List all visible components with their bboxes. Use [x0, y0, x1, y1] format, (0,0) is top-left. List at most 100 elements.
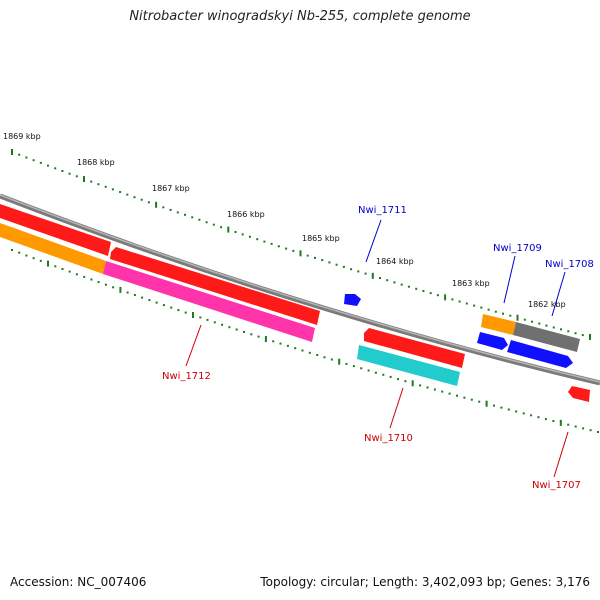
gene-nwi-1710-red[interactable]	[364, 328, 465, 368]
minor-tick	[523, 318, 526, 321]
major-tick	[371, 272, 374, 279]
major-tick	[338, 358, 341, 365]
minor-tick	[199, 316, 202, 319]
minor-tick	[389, 375, 392, 378]
minor-tick	[263, 240, 266, 243]
major-tick	[559, 419, 562, 426]
minor-tick	[480, 306, 483, 309]
minor-tick	[364, 272, 367, 275]
minor-tick	[463, 396, 466, 399]
minor-tick	[176, 211, 179, 214]
minor-tick	[126, 291, 129, 294]
minor-tick	[272, 340, 275, 343]
minor-tick	[213, 321, 216, 324]
minor-tick	[90, 278, 93, 281]
gene-nwi-1709-gray[interactable]	[513, 322, 580, 352]
callout-nwi-1711	[365, 219, 382, 263]
minor-tick	[61, 268, 64, 270]
gene-nwi-1708-arrow-a[interactable]	[477, 332, 508, 350]
inner-tick-ruler	[11, 249, 599, 433]
minor-tick	[360, 367, 363, 370]
minor-tick	[257, 335, 260, 338]
minor-tick	[426, 386, 429, 389]
minor-tick	[250, 333, 253, 336]
minor-tick	[567, 330, 570, 333]
major-tick	[589, 334, 591, 340]
minor-tick	[537, 416, 540, 419]
minor-tick	[32, 159, 35, 162]
minor-tick	[286, 344, 289, 347]
minor-tick	[458, 300, 461, 303]
minor-tick	[314, 256, 316, 259]
gene-nwi-1709-orange[interactable]	[481, 314, 516, 335]
major-tick	[444, 294, 447, 301]
minor-tick	[367, 369, 370, 372]
major-tick	[485, 400, 488, 407]
minor-tick	[574, 332, 577, 335]
minor-tick	[111, 188, 114, 191]
minor-tick	[61, 170, 64, 172]
minor-tick	[68, 270, 71, 273]
gene-label-nwi-1711[interactable]: Nwi_1711	[358, 205, 407, 216]
minor-tick	[83, 275, 86, 278]
minor-tick	[277, 245, 280, 248]
minor-tick	[441, 390, 444, 393]
minor-tick	[32, 257, 35, 260]
minor-tick	[448, 392, 451, 395]
minor-tick	[589, 429, 592, 432]
minor-tick	[256, 238, 259, 241]
minor-tick	[140, 198, 143, 201]
callout-nwi-1710	[389, 387, 404, 429]
gene-label-nwi-1712[interactable]: Nwi_1712	[162, 371, 211, 382]
minor-tick	[11, 249, 13, 251]
minor-tick	[507, 408, 510, 411]
minor-tick	[350, 268, 353, 271]
minor-tick	[221, 323, 224, 326]
minor-tick	[433, 388, 436, 391]
genome-backbone	[0, 193, 600, 386]
minor-tick	[487, 308, 490, 311]
minor-tick	[68, 172, 71, 175]
minor-tick	[47, 164, 49, 167]
topology-text: Topology: circular; Length: 3,402,093 bp…	[260, 575, 590, 589]
minor-tick	[345, 362, 348, 365]
minor-tick	[147, 201, 150, 204]
minor-tick	[294, 347, 297, 350]
gene-left-red-upper[interactable]	[0, 204, 111, 256]
minor-tick	[560, 328, 562, 331]
major-tick	[11, 149, 13, 155]
kbp-label-1868: 1868 kbp	[77, 158, 115, 167]
gene-nwi-1708-arrow-b[interactable]	[507, 340, 573, 368]
gene-nwi-1707-arrow[interactable]	[568, 386, 590, 402]
major-tick	[119, 286, 122, 293]
gene-label-nwi-1708[interactable]: Nwi_1708	[545, 259, 594, 270]
minor-tick	[374, 371, 377, 374]
gene-label-nwi-1707[interactable]: Nwi_1707	[532, 480, 581, 491]
minor-tick	[184, 311, 187, 314]
minor-tick	[404, 380, 407, 383]
minor-tick	[155, 301, 158, 304]
minor-tick	[25, 254, 28, 257]
minor-tick	[285, 247, 288, 250]
gene-nwi-1710-cyan[interactable]	[357, 345, 460, 386]
gene-left-orange[interactable]	[0, 223, 106, 274]
minor-tick	[545, 324, 548, 327]
kbp-label-1866: 1866 kbp	[227, 210, 265, 219]
gene-nwi-1712-magenta[interactable]	[103, 261, 315, 342]
gene-label-nwi-1710[interactable]: Nwi_1710	[364, 433, 413, 444]
minor-tick	[321, 259, 324, 262]
minor-tick	[54, 265, 57, 268]
minor-tick	[75, 273, 78, 276]
genome-backbone-highlight	[0, 194, 600, 383]
minor-tick	[352, 365, 355, 368]
major-tick	[192, 312, 194, 318]
minor-tick	[515, 410, 518, 413]
gene-nwi-1712-red[interactable]	[110, 247, 320, 325]
minor-tick	[379, 277, 381, 279]
gene-label-nwi-1709[interactable]: Nwi_1709	[493, 243, 542, 254]
minor-tick	[530, 414, 533, 417]
gene-nwi-1711-arrow[interactable]	[344, 294, 361, 306]
kbp-labels: 1869 kbp 1868 kbp 1867 kbp 1866 kbp 1865…	[3, 132, 566, 309]
minor-tick	[104, 283, 107, 286]
minor-tick	[228, 326, 231, 329]
